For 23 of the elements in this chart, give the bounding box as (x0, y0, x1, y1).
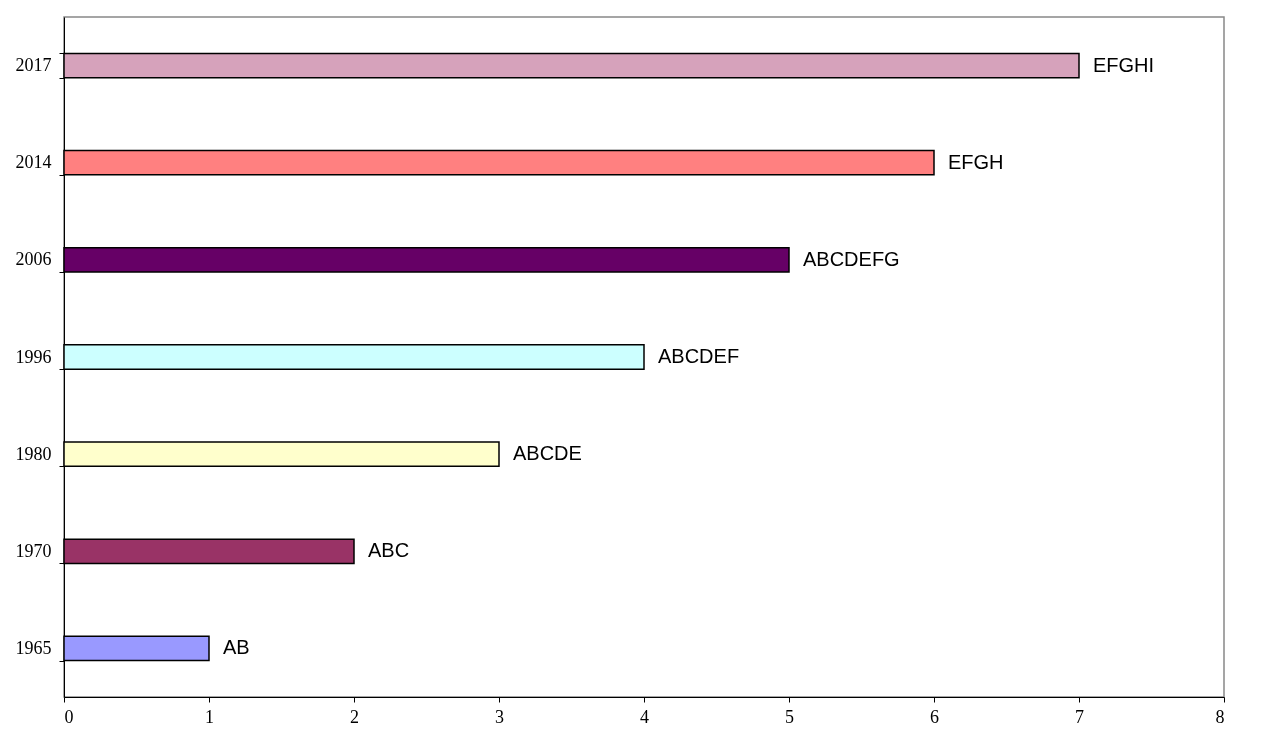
data-label: AB (223, 636, 250, 659)
x-tick-label: 7 (1075, 706, 1084, 727)
data-label: ABCDE (513, 442, 582, 465)
data-label: EFGHI (1093, 53, 1155, 76)
y-tick-label: 1970 (15, 540, 52, 561)
x-tick-label: 3 (495, 706, 504, 727)
y-tick-label: 1996 (15, 346, 52, 367)
y-tick-label: 2017 (15, 55, 52, 76)
y-tick-label: 2014 (15, 152, 52, 173)
x-tick-label: 1 (205, 706, 214, 727)
x-tick-label: 8 (1215, 706, 1225, 727)
x-tick-label: 6 (930, 706, 939, 727)
x-tick-label: 0 (64, 706, 74, 727)
y-tick-label: 1965 (15, 637, 52, 658)
x-tick-label: 4 (640, 706, 649, 727)
x-tick-label: 5 (785, 706, 794, 727)
x-tick-label: 2 (350, 706, 359, 727)
data-label: EFGH (948, 150, 1004, 173)
data-label: ABCDEFG (803, 247, 900, 270)
data-label: ABC (368, 539, 410, 562)
data-label: ABCDEF (658, 345, 740, 367)
y-tick-label: 1980 (15, 443, 52, 464)
y-tick-label: 2006 (15, 249, 52, 270)
